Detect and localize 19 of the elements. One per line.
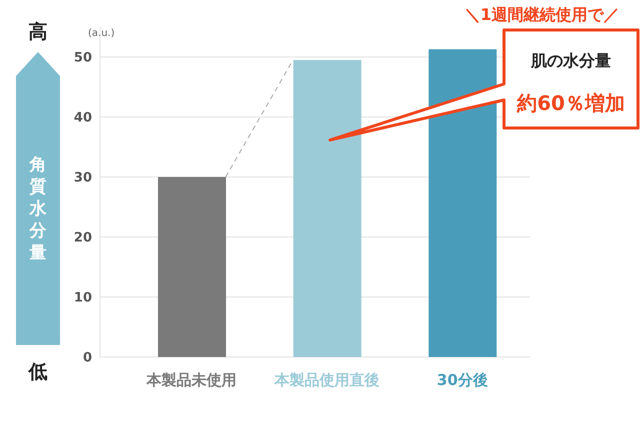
y-tick-label: 10: [74, 290, 92, 306]
text: 低: [28, 361, 48, 383]
bar: [158, 177, 226, 357]
y-tick-label: 0: [82, 350, 92, 366]
bar: [428, 49, 497, 357]
annotation: (a.u.): [88, 28, 115, 39]
text: 肌の水分量: [530, 51, 611, 70]
x-tick-label: 本製品使用直後: [274, 371, 380, 389]
annotation: 約60％増加: [516, 91, 625, 115]
y-tick-label: 30: [74, 170, 92, 186]
y-axis-title: 角質水分量: [28, 155, 48, 263]
bar: [293, 60, 362, 357]
y-tick-label: 20: [74, 230, 92, 246]
text: 高: [28, 21, 48, 43]
y-tick-label: 50: [74, 50, 92, 66]
x-tick-label: 本製品未使用: [146, 371, 237, 389]
text: ＼1週間継続使用で／: [464, 5, 620, 24]
y-tick-label: 40: [74, 110, 92, 126]
x-tick-label: 30分後: [436, 371, 488, 389]
